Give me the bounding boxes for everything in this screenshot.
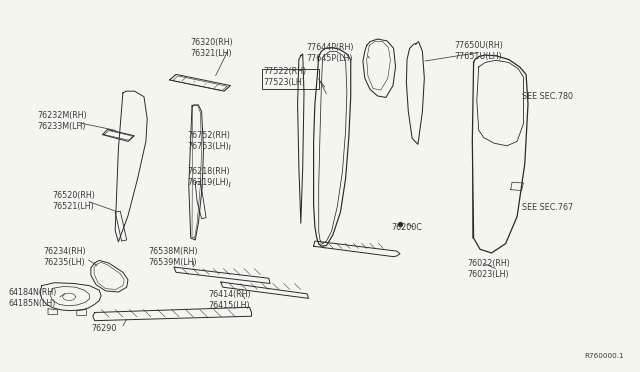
Text: 76022(RH)
76023(LH): 76022(RH) 76023(LH): [467, 259, 510, 279]
Bar: [262, 69, 319, 89]
Text: 76320(RH)
76321(LH): 76320(RH) 76321(LH): [191, 38, 234, 58]
Text: 76414(RH)
76415(LH): 76414(RH) 76415(LH): [208, 290, 251, 310]
Text: 76520(RH)
76521(LH): 76520(RH) 76521(LH): [52, 191, 95, 211]
Text: SEE SEC.780: SEE SEC.780: [522, 92, 573, 101]
Text: 76538M(RH)
76539M(LH): 76538M(RH) 76539M(LH): [148, 247, 198, 267]
Text: 76232M(RH)
76233M(LH): 76232M(RH) 76233M(LH): [37, 111, 87, 131]
Text: 76218(RH)
76219(LH): 76218(RH) 76219(LH): [188, 167, 230, 187]
Text: 76200C: 76200C: [392, 223, 422, 232]
Text: 77650U(RH)
77651U(LH): 77650U(RH) 77651U(LH): [454, 41, 503, 61]
Text: 76752(RH)
76753(LH): 76752(RH) 76753(LH): [188, 131, 230, 151]
Text: SEE SEC.767: SEE SEC.767: [522, 203, 573, 212]
Text: 64184N(RH)
64185N(LH): 64184N(RH) 64185N(LH): [8, 288, 57, 308]
Text: 76290: 76290: [92, 324, 117, 333]
Text: 77644P(RH)
77645P(LH): 77644P(RH) 77645P(LH): [306, 43, 353, 63]
Text: 77522(RH)
77523(LH): 77522(RH) 77523(LH): [264, 67, 307, 87]
Text: 76234(RH)
76235(LH): 76234(RH) 76235(LH): [44, 247, 86, 267]
Text: R760000.1: R760000.1: [584, 353, 624, 359]
